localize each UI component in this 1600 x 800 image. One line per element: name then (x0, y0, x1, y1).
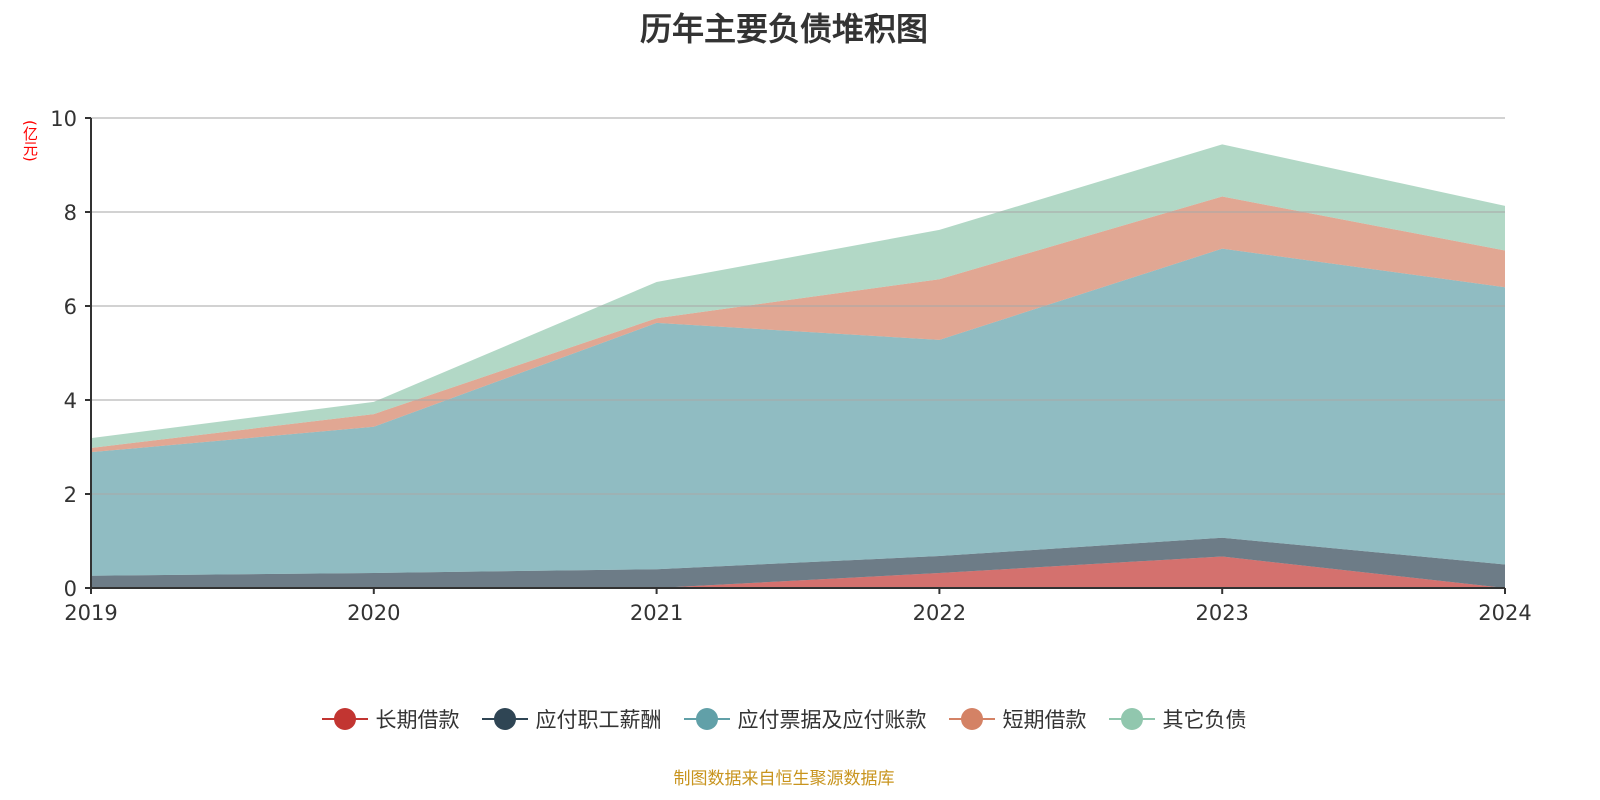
legend-item[interactable]: 其它负债 (1108, 704, 1247, 734)
area-series-1 (91, 537, 1505, 588)
x-tick-label: 2023 (1195, 601, 1248, 625)
legend-label: 其它负债 (1162, 708, 1247, 732)
legend-marker-icon (321, 708, 368, 730)
area-series-4 (91, 144, 1505, 448)
legend-item[interactable]: 应付职工薪酬 (481, 704, 662, 734)
legend-item[interactable]: 长期借款 (321, 704, 460, 734)
legend-label: 长期借款 (375, 708, 460, 732)
x-tick-label: 2022 (913, 601, 966, 625)
legend-label: 应付票据及应付账款 (737, 708, 927, 732)
y-tick-label: 2 (64, 483, 77, 507)
y-axis-unit: (亿元) (21, 120, 39, 162)
y-tick-label: 10 (50, 107, 77, 131)
legend-label: 应付职工薪酬 (535, 708, 662, 732)
legend-item[interactable]: 应付票据及应付账款 (683, 704, 927, 734)
x-tick-label: 2021 (630, 601, 683, 625)
area-series-0 (91, 556, 1505, 588)
y-tick-label: 0 (64, 577, 77, 601)
legend-label: 短期借款 (1002, 708, 1087, 732)
y-tick-label: 4 (64, 389, 77, 413)
area-series-3 (91, 196, 1505, 453)
legend-marker-icon (948, 708, 995, 730)
x-tick-label: 2024 (1478, 601, 1531, 625)
legend: 长期借款 应付职工薪酬 应付票据及应付账款 短期借款 其它负债 (0, 704, 1568, 734)
legend-marker-icon (481, 708, 528, 730)
x-tick-label: 2020 (347, 601, 400, 625)
y-tick-label: 8 (64, 201, 77, 225)
legend-marker-icon (683, 708, 730, 730)
legend-marker-icon (1108, 708, 1155, 730)
source-note: 制图数据来自恒生聚源数据库 (673, 769, 895, 789)
chart-title: 历年主要负债堆积图 (639, 10, 928, 48)
y-tick-label: 6 (64, 295, 77, 319)
legend-item[interactable]: 短期借款 (948, 704, 1087, 734)
x-tick-label: 2019 (64, 601, 117, 625)
